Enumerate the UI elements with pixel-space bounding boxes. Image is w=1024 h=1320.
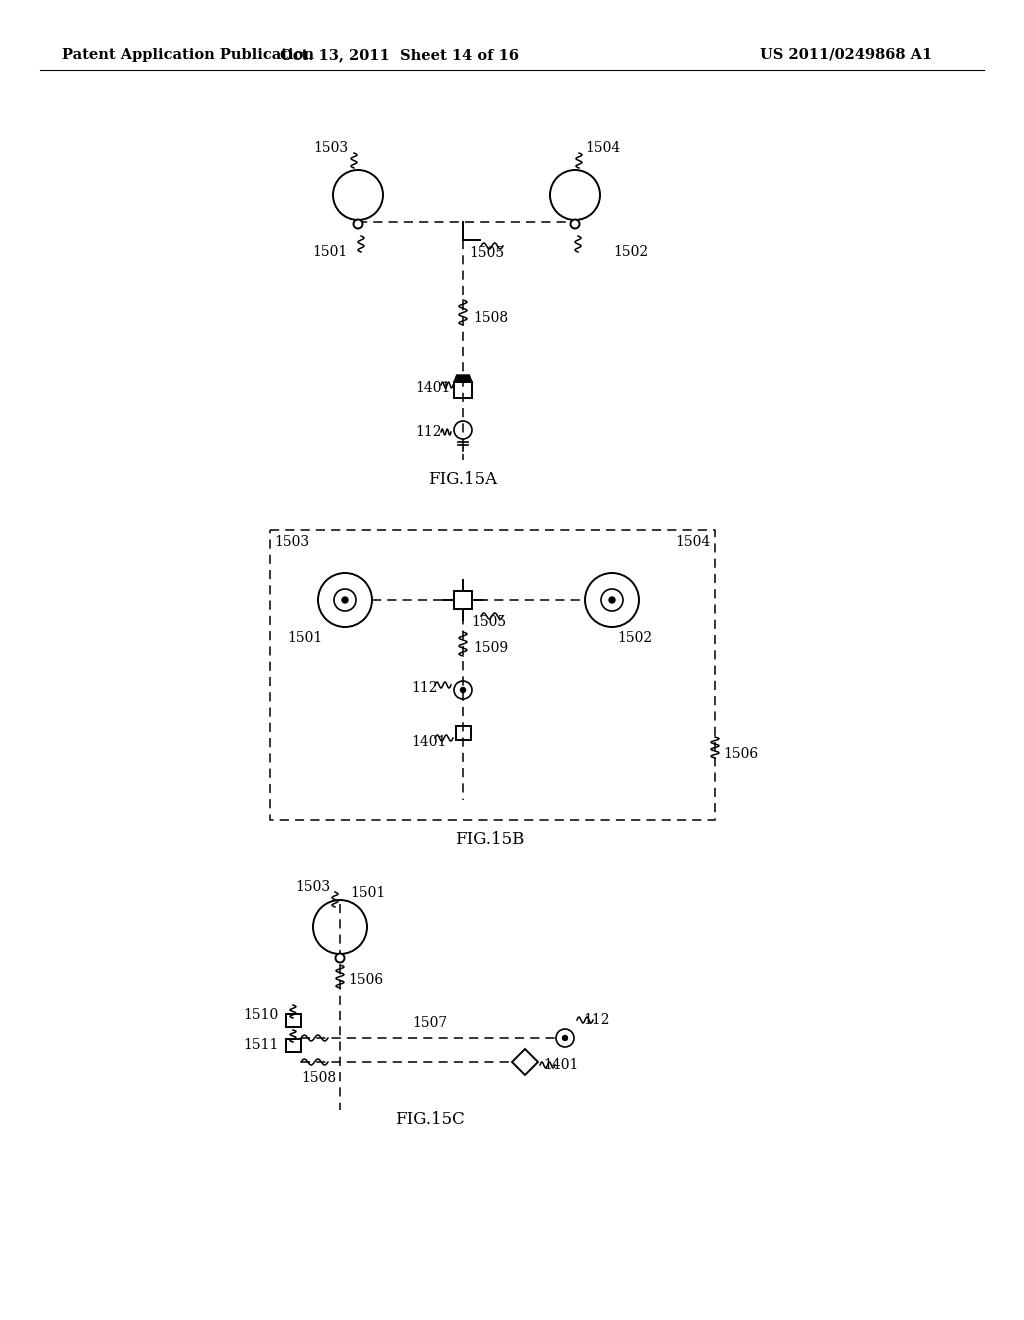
Text: 1401: 1401	[543, 1059, 579, 1072]
Bar	[454, 381, 472, 399]
Text: US 2011/0249868 A1: US 2011/0249868 A1	[760, 48, 932, 62]
Bar	[454, 591, 472, 609]
Text: 1505: 1505	[471, 615, 506, 630]
Bar	[456, 726, 470, 741]
Text: 1505: 1505	[469, 246, 504, 260]
Text: FIG.15B: FIG.15B	[456, 832, 524, 849]
Circle shape	[562, 1035, 567, 1040]
Text: 1510: 1510	[243, 1008, 279, 1022]
Circle shape	[609, 597, 615, 603]
Circle shape	[353, 219, 362, 228]
Circle shape	[342, 597, 348, 603]
Text: 1502: 1502	[617, 631, 652, 645]
Polygon shape	[454, 375, 472, 381]
Circle shape	[570, 219, 580, 228]
Text: Patent Application Publication: Patent Application Publication	[62, 48, 314, 62]
Text: 1503: 1503	[295, 880, 330, 894]
Text: 1504: 1504	[585, 141, 621, 154]
Text: 1503: 1503	[313, 141, 348, 154]
Text: 1509: 1509	[473, 642, 508, 655]
Text: 1401: 1401	[415, 381, 451, 395]
Text: 1507: 1507	[413, 1016, 447, 1030]
Text: 1506: 1506	[348, 973, 383, 987]
Text: 1501: 1501	[288, 631, 323, 645]
Circle shape	[461, 688, 466, 693]
Text: 1501: 1501	[350, 886, 385, 900]
Text: 1502: 1502	[613, 246, 648, 259]
Text: 1508: 1508	[473, 312, 508, 325]
Text: 112: 112	[411, 681, 437, 696]
Text: 1508: 1508	[301, 1071, 336, 1085]
Text: 1401: 1401	[411, 735, 446, 748]
Text: Oct. 13, 2011  Sheet 14 of 16: Oct. 13, 2011 Sheet 14 of 16	[281, 48, 519, 62]
Text: 1504: 1504	[676, 535, 711, 549]
Text: 1503: 1503	[274, 535, 309, 549]
Text: 112: 112	[583, 1012, 609, 1027]
Text: 1501: 1501	[312, 246, 348, 259]
Bar	[286, 1039, 300, 1052]
Bar	[286, 1014, 300, 1027]
Text: FIG.15C: FIG.15C	[395, 1111, 465, 1129]
Text: 1506: 1506	[723, 747, 758, 762]
Text: FIG.15A: FIG.15A	[428, 471, 498, 488]
Text: 1511: 1511	[243, 1038, 279, 1052]
Text: 112: 112	[415, 425, 441, 440]
Circle shape	[336, 953, 344, 962]
